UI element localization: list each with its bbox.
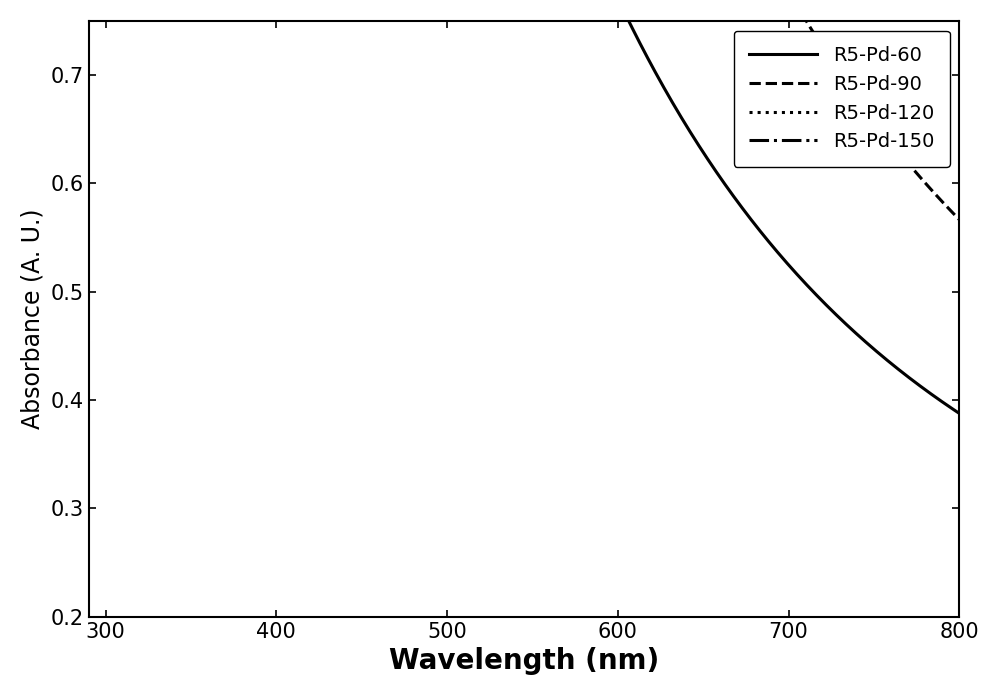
R5-Pd-60 [743, 213, 755, 221]
Legend: R5-Pd-60, R5-Pd-90, R5-Pd-120, R5-Pd-150: R5-Pd-60, R5-Pd-90, R5-Pd-120, R5-Pd-150 [734, 31, 950, 167]
R5-Pd-60 [832, 313, 844, 321]
Line: R5-Pd-90: R5-Pd-90 [89, 0, 959, 220]
Line: R5-Pd-60: R5-Pd-60 [89, 0, 959, 413]
R5-Pd-60 [637, 45, 649, 54]
R5-Pd-60 [611, 0, 623, 1]
R5-Pd-90 [953, 216, 965, 224]
R5-Pd-60 [953, 409, 965, 418]
Y-axis label: Absorbance (A. U.): Absorbance (A. U.) [21, 209, 45, 429]
R5-Pd-90 [832, 67, 844, 75]
X-axis label: Wavelength (nm): Wavelength (nm) [389, 647, 659, 675]
